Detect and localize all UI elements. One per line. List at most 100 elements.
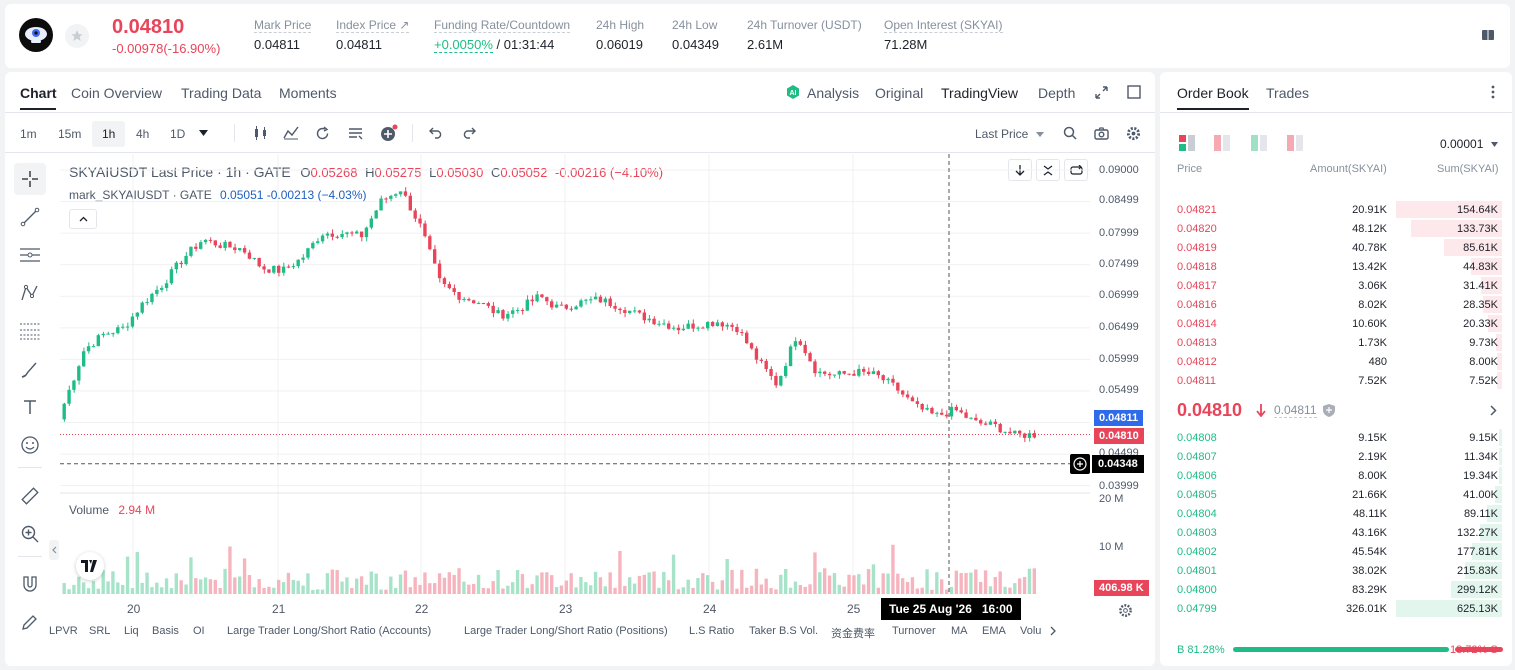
maximize-icon[interactable] bbox=[1125, 83, 1143, 101]
indicator-srl[interactable]: SRL bbox=[89, 625, 111, 637]
bid-row[interactable]: 0.04804 48.11K 89.11K bbox=[1162, 504, 1512, 523]
ask-row[interactable]: 0.04812 480 8.00K bbox=[1162, 352, 1512, 371]
fib-tool-icon[interactable] bbox=[14, 315, 46, 347]
legend-collapse-button[interactable] bbox=[69, 209, 97, 229]
ask-row[interactable]: 0.04821 20.91K 154.64K bbox=[1162, 200, 1512, 219]
indicator-lpvr[interactable]: LPVR bbox=[49, 625, 78, 637]
tab-chart[interactable]: Chart bbox=[20, 85, 57, 101]
precision-select[interactable]: 0.00001 bbox=[1440, 137, 1498, 151]
ask-row[interactable]: 0.04818 13.42K 44.83K bbox=[1162, 257, 1512, 276]
ruler-tool-icon[interactable] bbox=[14, 480, 46, 512]
interval-dropdown-icon[interactable] bbox=[196, 126, 210, 140]
ask-row[interactable]: 0.04813 1.73K 9.73K bbox=[1162, 333, 1512, 352]
volume-bar bbox=[257, 579, 261, 594]
layout-bids-icon[interactable] bbox=[1250, 134, 1268, 152]
more-options-icon[interactable] bbox=[1485, 83, 1501, 101]
pattern-tool-icon[interactable] bbox=[14, 277, 46, 309]
volume-bar bbox=[394, 587, 398, 594]
redo-icon[interactable] bbox=[459, 124, 477, 142]
indicators-icon[interactable] bbox=[282, 124, 300, 142]
tab-moments[interactable]: Moments bbox=[279, 85, 337, 101]
indicator-taker-vol[interactable]: Taker B.S Vol. bbox=[749, 625, 819, 637]
candle-body bbox=[886, 378, 890, 381]
stat-funding-rate[interactable]: Funding Rate/Countdown +0.0050% / 01:31:… bbox=[434, 18, 571, 53]
bid-row[interactable]: 0.04803 43.16K 132.27K bbox=[1162, 523, 1512, 542]
book-icon[interactable] bbox=[1479, 26, 1497, 44]
camera-icon[interactable] bbox=[1092, 124, 1110, 142]
trendline-tool-icon[interactable] bbox=[14, 201, 46, 233]
pencil-lock-tool-icon[interactable] bbox=[14, 606, 46, 638]
tab-trading-data[interactable]: Trading Data bbox=[181, 85, 262, 101]
bid-row[interactable]: 0.04800 83.29K 299.12K bbox=[1162, 580, 1512, 599]
indicator-volume[interactable]: Volu bbox=[1020, 625, 1042, 637]
layout-asks-icon[interactable] bbox=[1213, 134, 1231, 152]
tab-order-book[interactable]: Order Book bbox=[1177, 85, 1249, 101]
bid-row[interactable]: 0.04799 326.01K 625.13K bbox=[1162, 599, 1512, 618]
bid-row[interactable]: 0.04802 45.54K 177.81K bbox=[1162, 542, 1512, 561]
chevron-right-icon[interactable] bbox=[1486, 402, 1500, 418]
view-analysis[interactable]: Analysis bbox=[807, 85, 860, 101]
brush-tool-icon[interactable] bbox=[14, 353, 46, 385]
indicator-ls-accounts[interactable]: Large Trader Long/Short Ratio (Accounts) bbox=[227, 625, 432, 637]
stat-mark-price[interactable]: Mark Price 0.04811 bbox=[254, 18, 312, 52]
settings-gear-icon[interactable] bbox=[1124, 124, 1142, 142]
volume-bar bbox=[896, 573, 900, 594]
layout-depth-icon[interactable] bbox=[1286, 134, 1304, 152]
emoji-tool-icon[interactable] bbox=[14, 429, 46, 461]
undo-icon[interactable] bbox=[427, 124, 445, 142]
crosshair-tool-icon[interactable] bbox=[14, 163, 46, 195]
bid-row[interactable]: 0.04806 8.00K 19.34K bbox=[1162, 466, 1512, 485]
stat-index-price[interactable]: Index Price ↗ 0.04811 bbox=[336, 18, 410, 52]
view-depth[interactable]: Depth bbox=[1038, 85, 1076, 101]
ask-row[interactable]: 0.04817 3.06K 31.41K bbox=[1162, 276, 1512, 295]
replay-icon[interactable] bbox=[313, 124, 331, 142]
ask-row[interactable]: 0.04820 48.12K 133.73K bbox=[1162, 219, 1512, 238]
indicator-turnover[interactable]: Turnover bbox=[892, 625, 936, 637]
stat-open-interest[interactable]: Open Interest (SKYAI) 71.28M bbox=[884, 18, 1003, 52]
horizontal-lines-tool-icon[interactable] bbox=[14, 239, 46, 271]
tab-coin-overview[interactable]: Coin Overview bbox=[71, 85, 163, 101]
bid-row[interactable]: 0.04807 2.19K 11.34K bbox=[1162, 447, 1512, 466]
indicator-funding-rate[interactable]: 资金费率 bbox=[831, 628, 875, 640]
templates-icon[interactable] bbox=[346, 124, 364, 142]
magnet-tool-icon[interactable] bbox=[14, 568, 46, 600]
indicator-ls-positions[interactable]: Large Trader Long/Short Ratio (Positions… bbox=[464, 625, 668, 637]
indicator-scroll-right-icon[interactable] bbox=[1046, 624, 1060, 638]
interval-15m[interactable]: 15m bbox=[58, 127, 82, 141]
search-icon[interactable] bbox=[1061, 124, 1079, 142]
ask-row[interactable]: 0.04811 7.52K 7.52K bbox=[1162, 371, 1512, 390]
indicator-ema[interactable]: EMA bbox=[982, 625, 1006, 637]
price-source-select[interactable]: Last Price bbox=[975, 127, 1044, 141]
interval-4h[interactable]: 4h bbox=[136, 127, 150, 141]
candle-style-icon[interactable] bbox=[252, 124, 270, 142]
view-tradingview[interactable]: TradingView bbox=[941, 85, 1019, 101]
layout-both-icon[interactable] bbox=[1178, 134, 1196, 152]
indicator-liq[interactable]: Liq bbox=[124, 625, 139, 637]
interval-1d[interactable]: 1D bbox=[170, 127, 186, 141]
indicator-ma[interactable]: MA bbox=[951, 625, 968, 637]
collapse-toolbar-icon[interactable] bbox=[49, 540, 59, 560]
candlestick-chart[interactable] bbox=[60, 154, 1090, 594]
ai-analysis-icon[interactable]: AI bbox=[784, 83, 802, 101]
chart-settings-icon[interactable] bbox=[1116, 601, 1134, 619]
bid-row[interactable]: 0.04801 38.02K 215.83K bbox=[1162, 561, 1512, 580]
ask-row[interactable]: 0.04816 8.02K 28.35K bbox=[1162, 295, 1512, 314]
interval-1m[interactable]: 1m bbox=[20, 127, 37, 141]
bid-row[interactable]: 0.04805 21.66K 41.00K bbox=[1162, 485, 1512, 504]
add-alert-icon[interactable] bbox=[1070, 454, 1090, 474]
indicator-ls-ratio[interactable]: L.S Ratio bbox=[689, 625, 735, 637]
zoom-in-tool-icon[interactable] bbox=[14, 518, 46, 550]
view-original[interactable]: Original bbox=[875, 85, 924, 101]
indicator-basis[interactable]: Basis bbox=[152, 625, 179, 637]
ask-row[interactable]: 0.04819 40.78K 85.61K bbox=[1162, 238, 1512, 257]
interval-1h[interactable]: 1h bbox=[92, 121, 126, 147]
indicator-oi[interactable]: OI bbox=[193, 625, 205, 637]
expand-icon[interactable] bbox=[1092, 83, 1110, 101]
text-tool-icon[interactable] bbox=[14, 391, 46, 423]
candle-body bbox=[579, 300, 583, 307]
tab-trades[interactable]: Trades bbox=[1266, 85, 1310, 101]
bid-row[interactable]: 0.04808 9.15K 9.15K bbox=[1162, 428, 1512, 447]
favorite-star-icon[interactable] bbox=[65, 24, 89, 48]
ask-row[interactable]: 0.04814 10.60K 20.33K bbox=[1162, 314, 1512, 333]
add-indicator-icon[interactable] bbox=[379, 123, 399, 143]
